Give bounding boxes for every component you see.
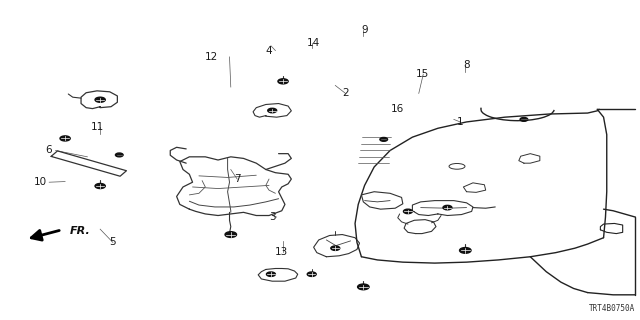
- Text: 15: 15: [415, 69, 429, 79]
- Text: FR.: FR.: [70, 226, 91, 236]
- Circle shape: [266, 272, 275, 276]
- Text: 4: 4: [266, 45, 273, 56]
- Text: 10: 10: [34, 177, 47, 187]
- Circle shape: [403, 209, 412, 214]
- Circle shape: [60, 136, 70, 141]
- Circle shape: [380, 138, 388, 141]
- Text: 8: 8: [463, 60, 470, 70]
- Circle shape: [307, 272, 316, 276]
- Circle shape: [520, 117, 528, 121]
- Text: TRT4B0750A: TRT4B0750A: [589, 304, 636, 313]
- Text: 7: 7: [234, 174, 241, 184]
- Circle shape: [95, 183, 105, 188]
- Text: 1: 1: [457, 117, 463, 127]
- Text: 16: 16: [391, 104, 404, 114]
- Text: 11: 11: [90, 122, 104, 132]
- Text: 5: 5: [109, 237, 116, 247]
- Circle shape: [460, 248, 471, 253]
- Circle shape: [268, 108, 276, 113]
- Circle shape: [278, 79, 288, 84]
- Text: 14: 14: [307, 38, 320, 48]
- Text: 3: 3: [269, 212, 275, 222]
- Circle shape: [331, 246, 340, 251]
- Text: 6: 6: [45, 146, 52, 156]
- Text: 12: 12: [205, 52, 218, 62]
- Text: 2: 2: [342, 88, 349, 98]
- Circle shape: [358, 284, 369, 290]
- Circle shape: [443, 205, 452, 210]
- Text: 9: 9: [362, 25, 368, 35]
- Circle shape: [95, 97, 105, 102]
- Circle shape: [225, 232, 237, 237]
- Circle shape: [115, 153, 123, 157]
- Text: 13: 13: [275, 247, 289, 257]
